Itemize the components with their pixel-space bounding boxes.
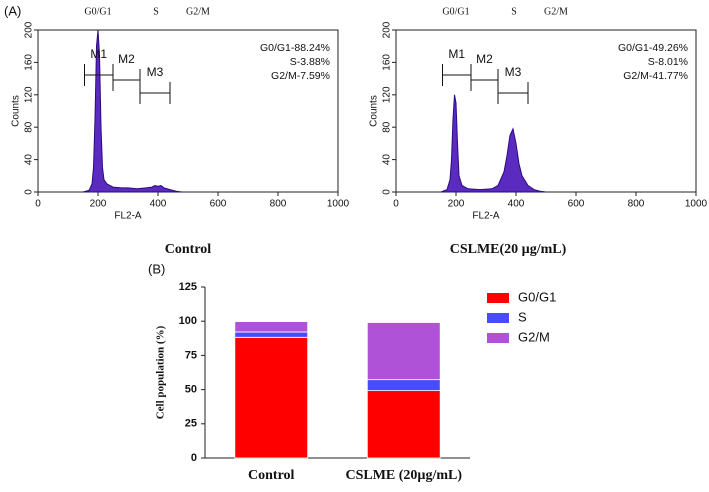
- y-tick-label: 160: [382, 54, 393, 71]
- plot-frame: [395, 29, 697, 193]
- y-tick-label: 0: [24, 189, 35, 195]
- legend-swatch: [487, 293, 509, 303]
- phase-label: G2/M: [186, 6, 210, 17]
- stat-label: G0/G1-49.26%: [618, 42, 688, 54]
- gate-label: M1: [90, 47, 107, 61]
- x-tick-label: 1000: [327, 199, 350, 210]
- y-tick-label: 125: [179, 281, 197, 293]
- x-tick-label: 800: [270, 199, 287, 210]
- phase-label: G0/G1: [84, 6, 111, 17]
- y-tick-label: 25: [185, 418, 197, 430]
- stat-label: S-3.88%: [290, 56, 330, 68]
- y-tick-label: 40: [24, 154, 35, 166]
- x-tick-label: 600: [568, 199, 585, 210]
- y-tick-label: 120: [24, 86, 35, 103]
- legend-swatch: [487, 313, 509, 323]
- gate-label: M3: [147, 65, 164, 79]
- legend-label: S: [518, 309, 527, 324]
- bar-segment: [366, 379, 441, 392]
- y-tick-label: 200: [382, 21, 393, 38]
- x-tick-label: 800: [628, 199, 645, 210]
- stat-label: G0/G1-88.24%: [260, 42, 330, 54]
- y-axis-label: Cell population (%): [155, 325, 167, 419]
- x-axis-label: FL2-A: [114, 211, 142, 222]
- x-tick-label: 200: [448, 199, 465, 210]
- stat-label: G2/M-7.59%: [271, 70, 330, 82]
- y-tick-label: 0: [382, 189, 393, 195]
- y-tick-label: 80: [24, 121, 35, 133]
- y-tick-label: 100: [179, 315, 197, 327]
- y-tick-label: 120: [382, 86, 393, 103]
- x-tick-label: 0: [35, 199, 41, 210]
- panel-label: (A): [4, 3, 21, 18]
- legend-swatch: [487, 333, 509, 343]
- legend-label: G2/M: [518, 329, 550, 344]
- gate-label: M1: [448, 47, 465, 61]
- gate-label: M2: [118, 52, 135, 66]
- histogram-area: [82, 29, 183, 193]
- y-tick-label: 40: [382, 154, 393, 166]
- panel-caption: CSLME(20 µg/mL): [450, 242, 567, 257]
- gate-label: M2: [476, 52, 493, 66]
- x-tick-label: 1000: [685, 199, 708, 210]
- x-tick-label: CSLME (20µg/mL): [345, 468, 462, 483]
- y-tick-label: 160: [24, 54, 35, 71]
- stat-label: S-8.01%: [648, 56, 688, 68]
- stat-label: G2/M-41.77%: [623, 70, 688, 82]
- x-tick-label: 0: [393, 199, 399, 210]
- plot-frame: [37, 29, 339, 193]
- x-tick-label: 400: [508, 199, 525, 210]
- y-axis-label: Counts: [11, 95, 22, 127]
- phase-label: S: [153, 6, 159, 17]
- x-tick-label: 400: [150, 199, 167, 210]
- legend-label: G0/G1: [518, 289, 556, 304]
- bar-segment: [366, 322, 441, 381]
- gate-label: M3: [505, 65, 522, 79]
- x-tick-label: Control: [248, 468, 295, 483]
- y-tick-label: 50: [185, 384, 197, 396]
- y-tick-label: 200: [24, 21, 35, 38]
- panel-label: (B): [148, 261, 165, 276]
- panel-caption: Control: [165, 242, 212, 257]
- phase-label: G2/M: [544, 6, 568, 17]
- bar-segment: [234, 336, 309, 459]
- x-tick-label: 600: [210, 199, 227, 210]
- y-tick-label: 80: [382, 121, 393, 133]
- x-axis-label: FL2-A: [472, 211, 500, 222]
- y-tick-label: 75: [185, 349, 197, 361]
- y-tick-label: 0: [191, 452, 197, 464]
- y-axis-label: Counts: [369, 95, 380, 127]
- bar-segment: [234, 321, 309, 333]
- bar-segment: [366, 390, 441, 459]
- phase-label: S: [511, 6, 517, 17]
- phase-label: G0/G1: [442, 6, 469, 17]
- x-tick-label: 200: [90, 199, 107, 210]
- bar-segment: [234, 331, 309, 338]
- histogram-area: [440, 94, 547, 193]
